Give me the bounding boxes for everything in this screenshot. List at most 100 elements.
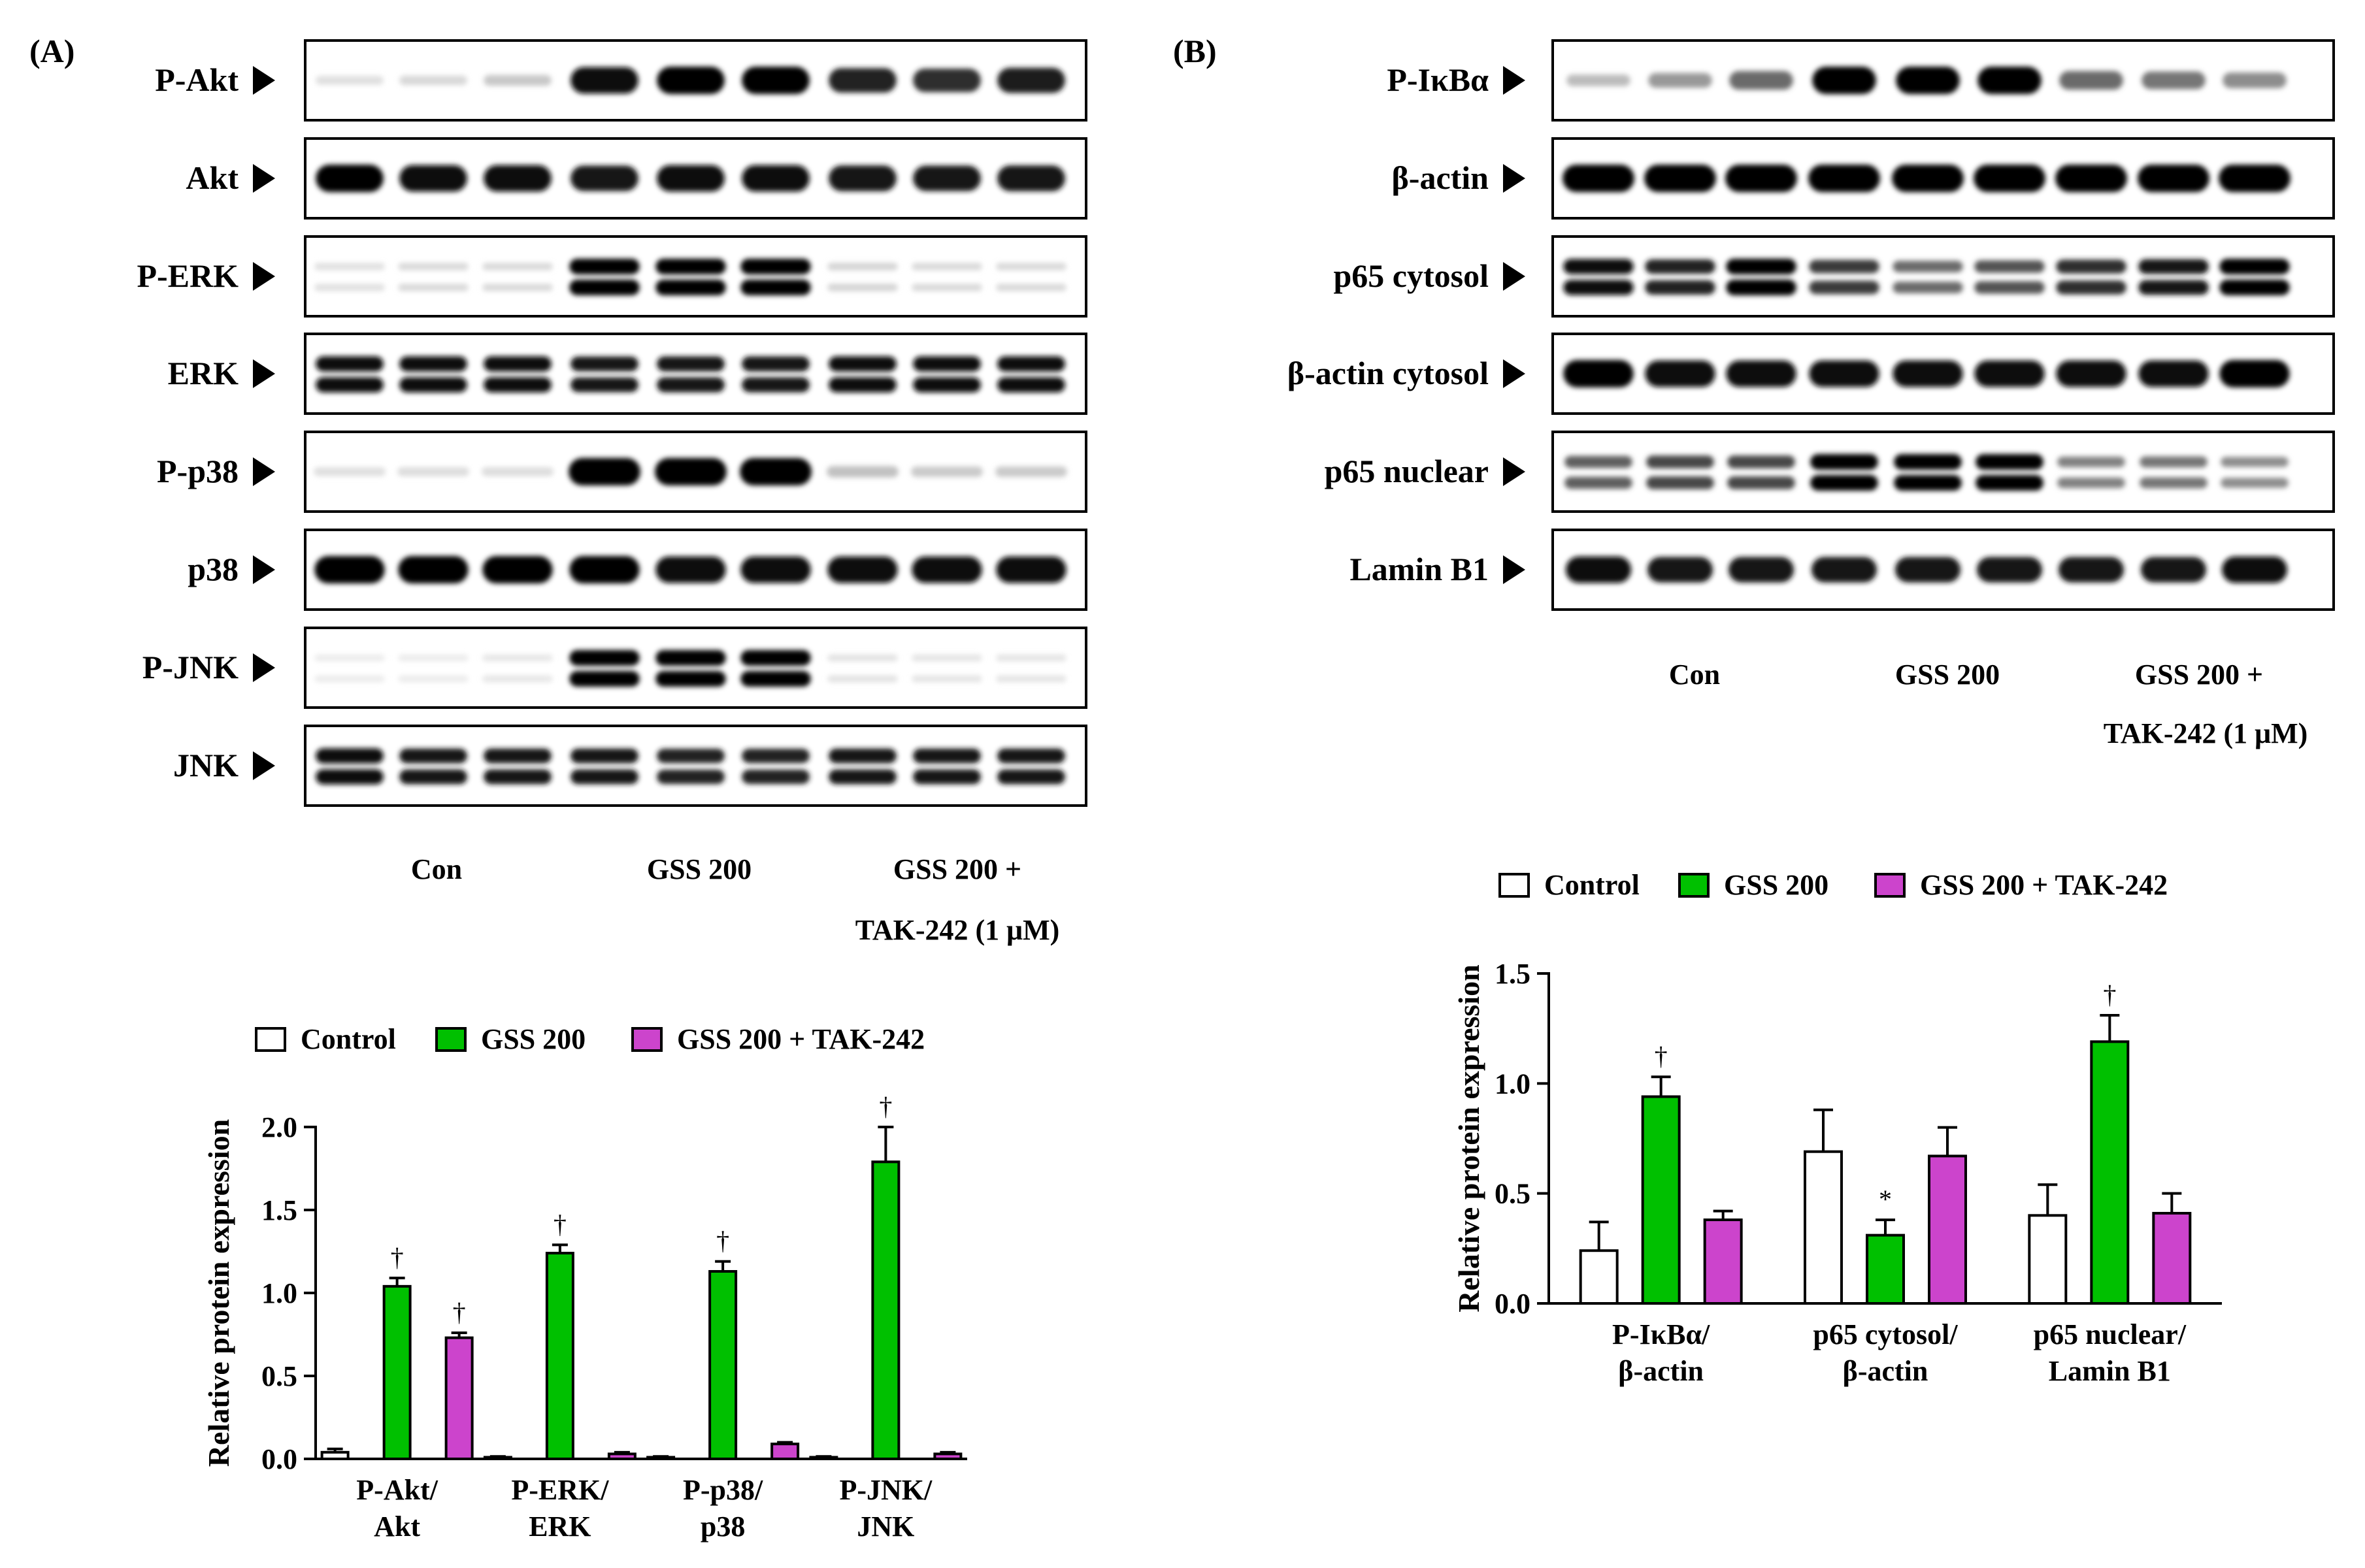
blot-row-label: p65 cytosol	[1334, 257, 1489, 294]
x-tick-label: Lamin B1	[2049, 1355, 2171, 1387]
arrow-right-icon	[1503, 457, 1525, 486]
band	[913, 769, 981, 785]
band	[1564, 476, 1632, 489]
blot-bands	[1563, 360, 2290, 387]
band	[2219, 259, 2290, 274]
band	[482, 467, 554, 476]
x-tick-label: β-actin	[1618, 1355, 1704, 1387]
bar-gss-200-tak-242	[444, 1336, 474, 1460]
band	[997, 377, 1065, 393]
bar-gss-200-tak-242	[1703, 1218, 1743, 1305]
band	[569, 280, 640, 295]
band	[571, 165, 638, 191]
band	[1565, 556, 1632, 583]
band	[2140, 477, 2208, 489]
band	[742, 749, 810, 763]
y-axis-label: Relative protein expression	[1452, 964, 1485, 1312]
arrow-right-icon	[1503, 164, 1525, 193]
blot-row-p-akt: P-Akt	[155, 39, 1087, 122]
band	[657, 356, 725, 372]
band	[316, 748, 384, 764]
blot-row-p-p38: P-p38	[157, 431, 1087, 513]
band	[1648, 73, 1712, 88]
band	[740, 650, 811, 666]
band	[829, 377, 897, 393]
band	[913, 356, 981, 372]
category-p-erk-erk: † P-ERK/ERK	[483, 1209, 637, 1543]
band	[399, 356, 467, 372]
arrow-right-icon	[1503, 66, 1525, 95]
category-p65-cytosol-actin: * p65 cytosol/β-actin	[1804, 1108, 1967, 1387]
arrow-right-icon	[253, 359, 275, 388]
legend-swatch-gss-200-tak-242	[1874, 873, 1906, 898]
bar-gss-200	[382, 1284, 412, 1460]
band	[398, 655, 469, 661]
blot-row-label: JNK	[173, 747, 239, 783]
arrow-right-icon	[1503, 359, 1525, 388]
blot-row-p-jnk: P-JNK	[142, 627, 1087, 709]
blot-bands	[314, 259, 1067, 295]
blot-frame	[304, 725, 1087, 807]
blot-bands	[314, 556, 1067, 583]
bar-control	[809, 1456, 838, 1460]
blot-row-label: p65 nuclear	[1325, 453, 1489, 489]
band	[657, 770, 725, 784]
chart-legend: Control GSS 200 GSS 200 + TAK-242	[255, 1023, 925, 1055]
band	[655, 556, 726, 583]
band	[2221, 478, 2289, 488]
blot-bands	[316, 67, 1065, 94]
band	[2140, 456, 2208, 468]
band	[314, 263, 385, 270]
band	[1726, 360, 1796, 387]
band	[742, 770, 810, 784]
western-blot-b: P-IκBα β-actin p65 cytosol β-actin cytosol p…	[1287, 39, 2335, 611]
band	[571, 356, 638, 372]
band	[911, 466, 983, 478]
arrow-right-icon	[1503, 262, 1525, 291]
blot-row-label: P-p38	[157, 453, 239, 489]
band	[997, 356, 1065, 372]
legend-label: GSS 200	[481, 1023, 586, 1055]
bar-gss-200-tak-242	[1928, 1154, 1967, 1305]
band	[996, 675, 1067, 683]
band	[2142, 71, 2206, 90]
arrow-right-icon	[253, 751, 275, 780]
band	[913, 748, 981, 764]
group-label-gss200: GSS 200	[1895, 659, 2000, 691]
blot-bands	[316, 748, 1065, 785]
band	[1893, 360, 1963, 387]
category-p-akt-akt: † † P-Akt/Akt	[320, 1243, 474, 1543]
blot-bands	[1565, 556, 2288, 583]
blot-row-label: P-JNK	[142, 649, 239, 685]
band	[484, 769, 552, 785]
group-label-gss200-plus: GSS 200 +	[893, 853, 1021, 885]
arrow-right-icon	[253, 66, 275, 95]
band	[997, 748, 1065, 764]
arrow-right-icon	[253, 457, 275, 486]
band	[1977, 67, 2042, 94]
category-p-p38-p38: † P-p38/p38	[646, 1226, 800, 1543]
band	[1646, 455, 1714, 468]
band	[316, 76, 384, 85]
panel-a-letter: (A)	[29, 33, 74, 69]
band	[657, 67, 725, 94]
y-tick-label: 1.0	[1495, 1068, 1530, 1100]
band	[913, 69, 981, 92]
band	[1811, 557, 1877, 583]
blot-bands	[316, 165, 1065, 192]
x-tick-label: p65 cytosol/	[1813, 1318, 1958, 1350]
legend-label: GSS 200 + TAK-242	[677, 1023, 925, 1055]
x-tick-label: β-actin	[1843, 1355, 1928, 1387]
band	[655, 458, 727, 485]
category-p-i-b-actin: † P-IκBα/β-actin	[1579, 1041, 1743, 1387]
band	[1809, 280, 1879, 295]
band	[2140, 557, 2207, 583]
band	[1892, 165, 1964, 192]
bar-gss-200	[545, 1252, 574, 1461]
legend-swatch-gss-200	[1678, 873, 1710, 898]
band	[1726, 259, 1796, 274]
y-tick-label: 1.0	[261, 1277, 297, 1309]
band	[399, 769, 467, 785]
band	[1810, 475, 1878, 491]
band	[1728, 557, 1794, 583]
